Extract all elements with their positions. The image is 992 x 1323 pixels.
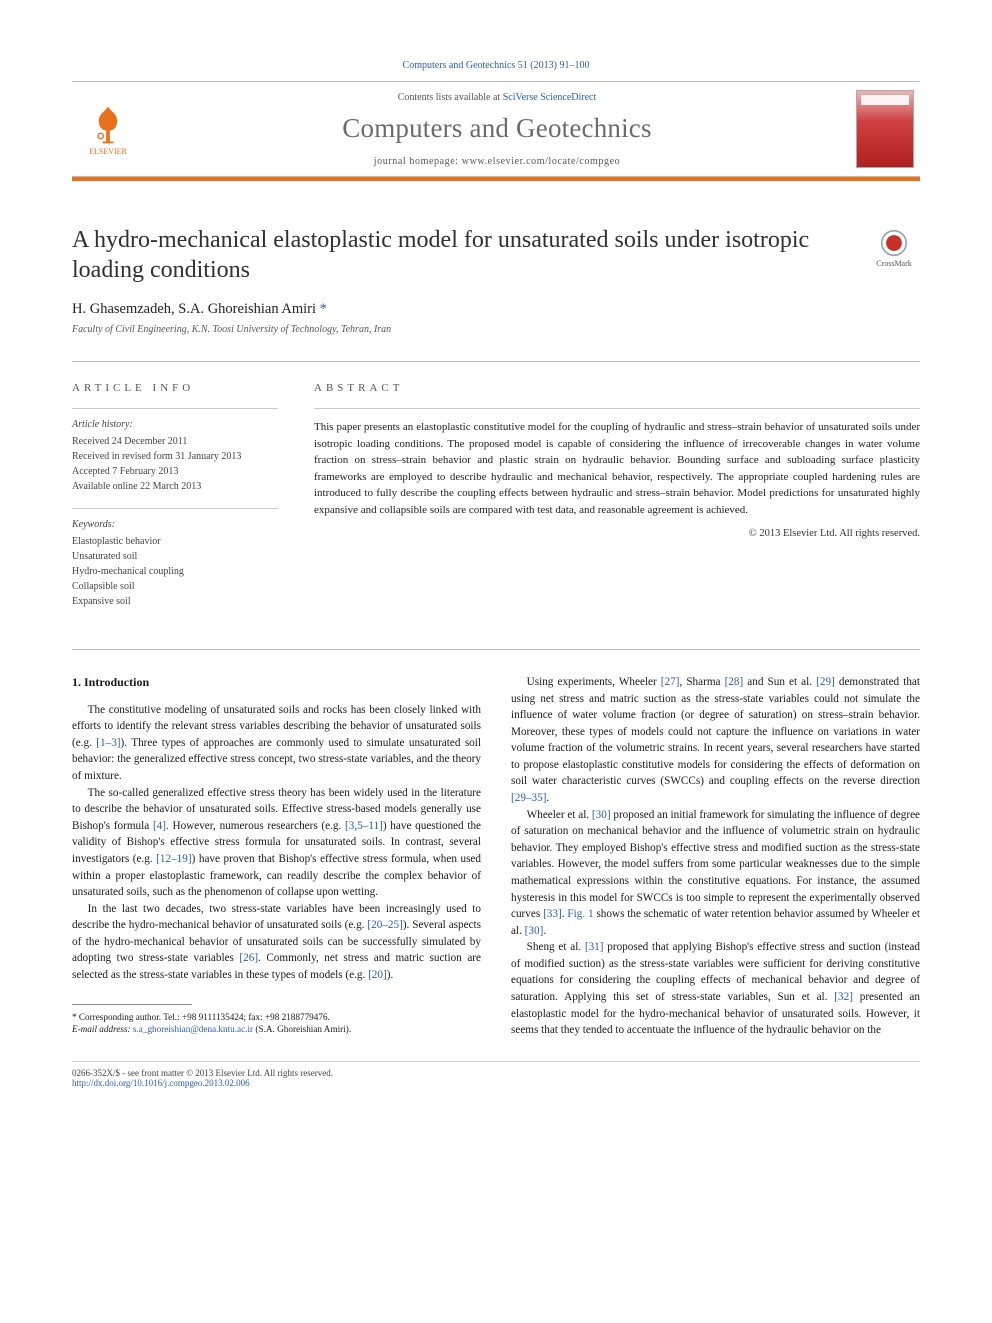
article-info-column: article info Article history: Received 2… <box>72 382 278 623</box>
ref-link[interactable]: [30] <box>592 809 611 821</box>
journal-cover-thumb <box>856 90 914 168</box>
footnote-email-who: (S.A. Ghoreishian Amiri). <box>253 1024 351 1034</box>
crossmark-icon <box>880 229 908 257</box>
paragraph: Wheeler et al. [30] proposed an initial … <box>511 807 920 940</box>
footnote-rule <box>72 1004 192 1005</box>
affiliation: Faculty of Civil Engineering, K.N. Toosi… <box>72 324 920 335</box>
ref-link[interactable]: [30] <box>525 925 544 937</box>
authors-names: H. Ghasemzadeh, S.A. Ghoreishian Amiri <box>72 301 316 317</box>
footer-left: 0266-352X/$ - see front matter © 2013 El… <box>72 1068 333 1088</box>
footnote-email-label: E-mail address: <box>72 1024 131 1034</box>
abstract-copyright: © 2013 Elsevier Ltd. All rights reserved… <box>314 528 920 539</box>
elsevier-tree-icon <box>86 103 130 147</box>
authors-line: H. Ghasemzadeh, S.A. Ghoreishian Amiri * <box>72 301 920 318</box>
corresponding-footnote: * Corresponding author. Tel.: +98 911113… <box>72 1011 481 1037</box>
ref-link[interactable]: [32] <box>834 991 853 1003</box>
citation-link[interactable]: Computers and Geotechnics 51 (2013) 91–1… <box>403 60 590 71</box>
contents-prefix: Contents lists available at <box>398 92 503 103</box>
body-text: . <box>543 925 546 937</box>
doi-link[interactable]: 10.1016/j.compgeo.2013.02.006 <box>133 1078 250 1088</box>
title-row: A hydro-mechanical elastoplastic model f… <box>72 225 920 285</box>
body-text: Using experiments, Wheeler <box>527 676 661 688</box>
doi-prefix-link[interactable]: http://dx.doi.org/ <box>72 1078 133 1088</box>
info-abstract-row: article info Article history: Received 2… <box>72 361 920 623</box>
body-text: Sheng et al. <box>527 941 585 953</box>
ref-link[interactable]: [20] <box>368 969 387 981</box>
paragraph: In the last two decades, two stress-stat… <box>72 901 481 984</box>
elsevier-logo: ELSEVIER <box>78 95 138 163</box>
body-text: . However, numerous researchers (e.g. <box>166 820 345 832</box>
history-revised: Received in revised form 31 January 2013 <box>72 449 278 464</box>
paragraph: Using experiments, Wheeler [27], Sharma … <box>511 674 920 807</box>
paragraph: Sheng et al. [31] proposed that applying… <box>511 939 920 1038</box>
keyword: Hydro-mechanical coupling <box>72 564 278 579</box>
body-text: demonstrated that using net stress and m… <box>511 676 920 787</box>
history-accepted: Accepted 7 February 2013 <box>72 464 278 479</box>
paragraph: The so-called generalized effective stre… <box>72 785 481 901</box>
ref-link[interactable]: [28] <box>725 676 744 688</box>
keywords-block: Keywords: Elastoplastic behavior Unsatur… <box>72 508 278 609</box>
footer-issn: 0266-352X/$ - see front matter © 2013 El… <box>72 1068 333 1078</box>
body-columns: 1. Introduction The constitutive modelin… <box>72 674 920 1039</box>
orange-divider <box>72 177 920 181</box>
body-text: , Sharma <box>679 676 724 688</box>
ref-link[interactable]: [3,5–11] <box>345 820 383 832</box>
page-footer: 0266-352X/$ - see front matter © 2013 El… <box>72 1061 920 1088</box>
page: Computers and Geotechnics 51 (2013) 91–1… <box>0 0 992 1128</box>
ref-link[interactable]: [1–3] <box>96 737 120 749</box>
ref-link[interactable]: Fig. 1 <box>567 908 593 920</box>
keyword: Elastoplastic behavior <box>72 534 278 549</box>
abstract-heading: abstract <box>314 382 920 394</box>
sciencedirect-link[interactable]: SciVerse ScienceDirect <box>503 92 597 103</box>
ref-link[interactable]: [31] <box>585 941 604 953</box>
journal-homepage-line: journal homepage: www.elsevier.com/locat… <box>148 156 846 167</box>
crossmark-label: CrossMark <box>876 259 912 268</box>
history-head: Article history: <box>72 417 278 432</box>
footnote-contact: * Corresponding author. Tel.: +98 911113… <box>72 1011 481 1024</box>
footnote-email-link[interactable]: s.a_ghoreishian@dena.kntu.ac.ir <box>133 1024 253 1034</box>
section-heading-1: 1. Introduction <box>72 674 481 692</box>
ref-link[interactable]: [27] <box>661 676 680 688</box>
section-divider <box>72 649 920 650</box>
keywords-head: Keywords: <box>72 517 278 532</box>
history-online: Available online 22 March 2013 <box>72 479 278 494</box>
corresponding-mark[interactable]: * <box>320 301 327 317</box>
ref-link[interactable]: [33] <box>543 908 562 920</box>
contents-available-line: Contents lists available at SciVerse Sci… <box>148 92 846 103</box>
journal-header: ELSEVIER Contents lists available at Sci… <box>72 81 920 177</box>
article-history-block: Article history: Received 24 December 20… <box>72 408 278 494</box>
ref-link[interactable]: [4] <box>153 820 166 832</box>
article-info-heading: article info <box>72 382 278 394</box>
body-text: ). <box>387 969 394 981</box>
ref-link[interactable]: [29–35] <box>511 792 546 804</box>
homepage-url: www.elsevier.com/locate/compgeo <box>462 156 620 167</box>
article-title: A hydro-mechanical elastoplastic model f… <box>72 225 850 285</box>
ref-link[interactable]: [20–25] <box>367 919 402 931</box>
footnote-email-line: E-mail address: s.a_ghoreishian@dena.knt… <box>72 1023 481 1036</box>
history-received: Received 24 December 2011 <box>72 434 278 449</box>
journal-name: Computers and Geotechnics <box>148 113 846 144</box>
ref-link[interactable]: [12–19] <box>156 853 191 865</box>
keyword: Expansive soil <box>72 594 278 609</box>
footer-doi-line: http://dx.doi.org/10.1016/j.compgeo.2013… <box>72 1078 333 1088</box>
abstract-text: This paper presents an elastoplastic con… <box>314 408 920 518</box>
ref-link[interactable]: [29] <box>816 676 835 688</box>
body-text: and Sun et al. <box>743 676 816 688</box>
body-text: proposed an initial framework for simula… <box>511 809 920 920</box>
keyword: Unsaturated soil <box>72 549 278 564</box>
abstract-column: abstract This paper presents an elastopl… <box>314 382 920 623</box>
paragraph: The constitutive modeling of unsaturated… <box>72 702 481 785</box>
body-text: ). Three types of approaches are commonl… <box>72 737 481 782</box>
header-center: Contents lists available at SciVerse Sci… <box>148 92 846 167</box>
homepage-prefix: journal homepage: <box>374 156 462 167</box>
keyword: Collapsible soil <box>72 579 278 594</box>
ref-link[interactable]: [26] <box>239 952 258 964</box>
body-text: . <box>546 792 549 804</box>
crossmark-badge[interactable]: CrossMark <box>868 229 920 268</box>
elsevier-logo-label: ELSEVIER <box>89 147 127 156</box>
running-citation: Computers and Geotechnics 51 (2013) 91–1… <box>72 60 920 71</box>
body-text: Wheeler et al. <box>527 809 592 821</box>
